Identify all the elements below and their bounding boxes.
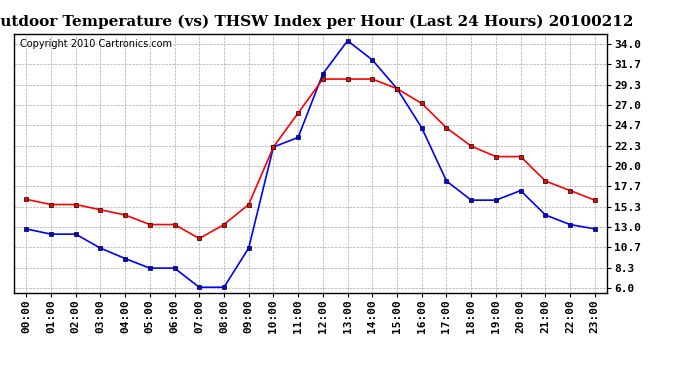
Text: Outdoor Temperature (vs) THSW Index per Hour (Last 24 Hours) 20100212: Outdoor Temperature (vs) THSW Index per … [0, 15, 633, 29]
Text: Copyright 2010 Cartronics.com: Copyright 2010 Cartronics.com [20, 39, 172, 49]
